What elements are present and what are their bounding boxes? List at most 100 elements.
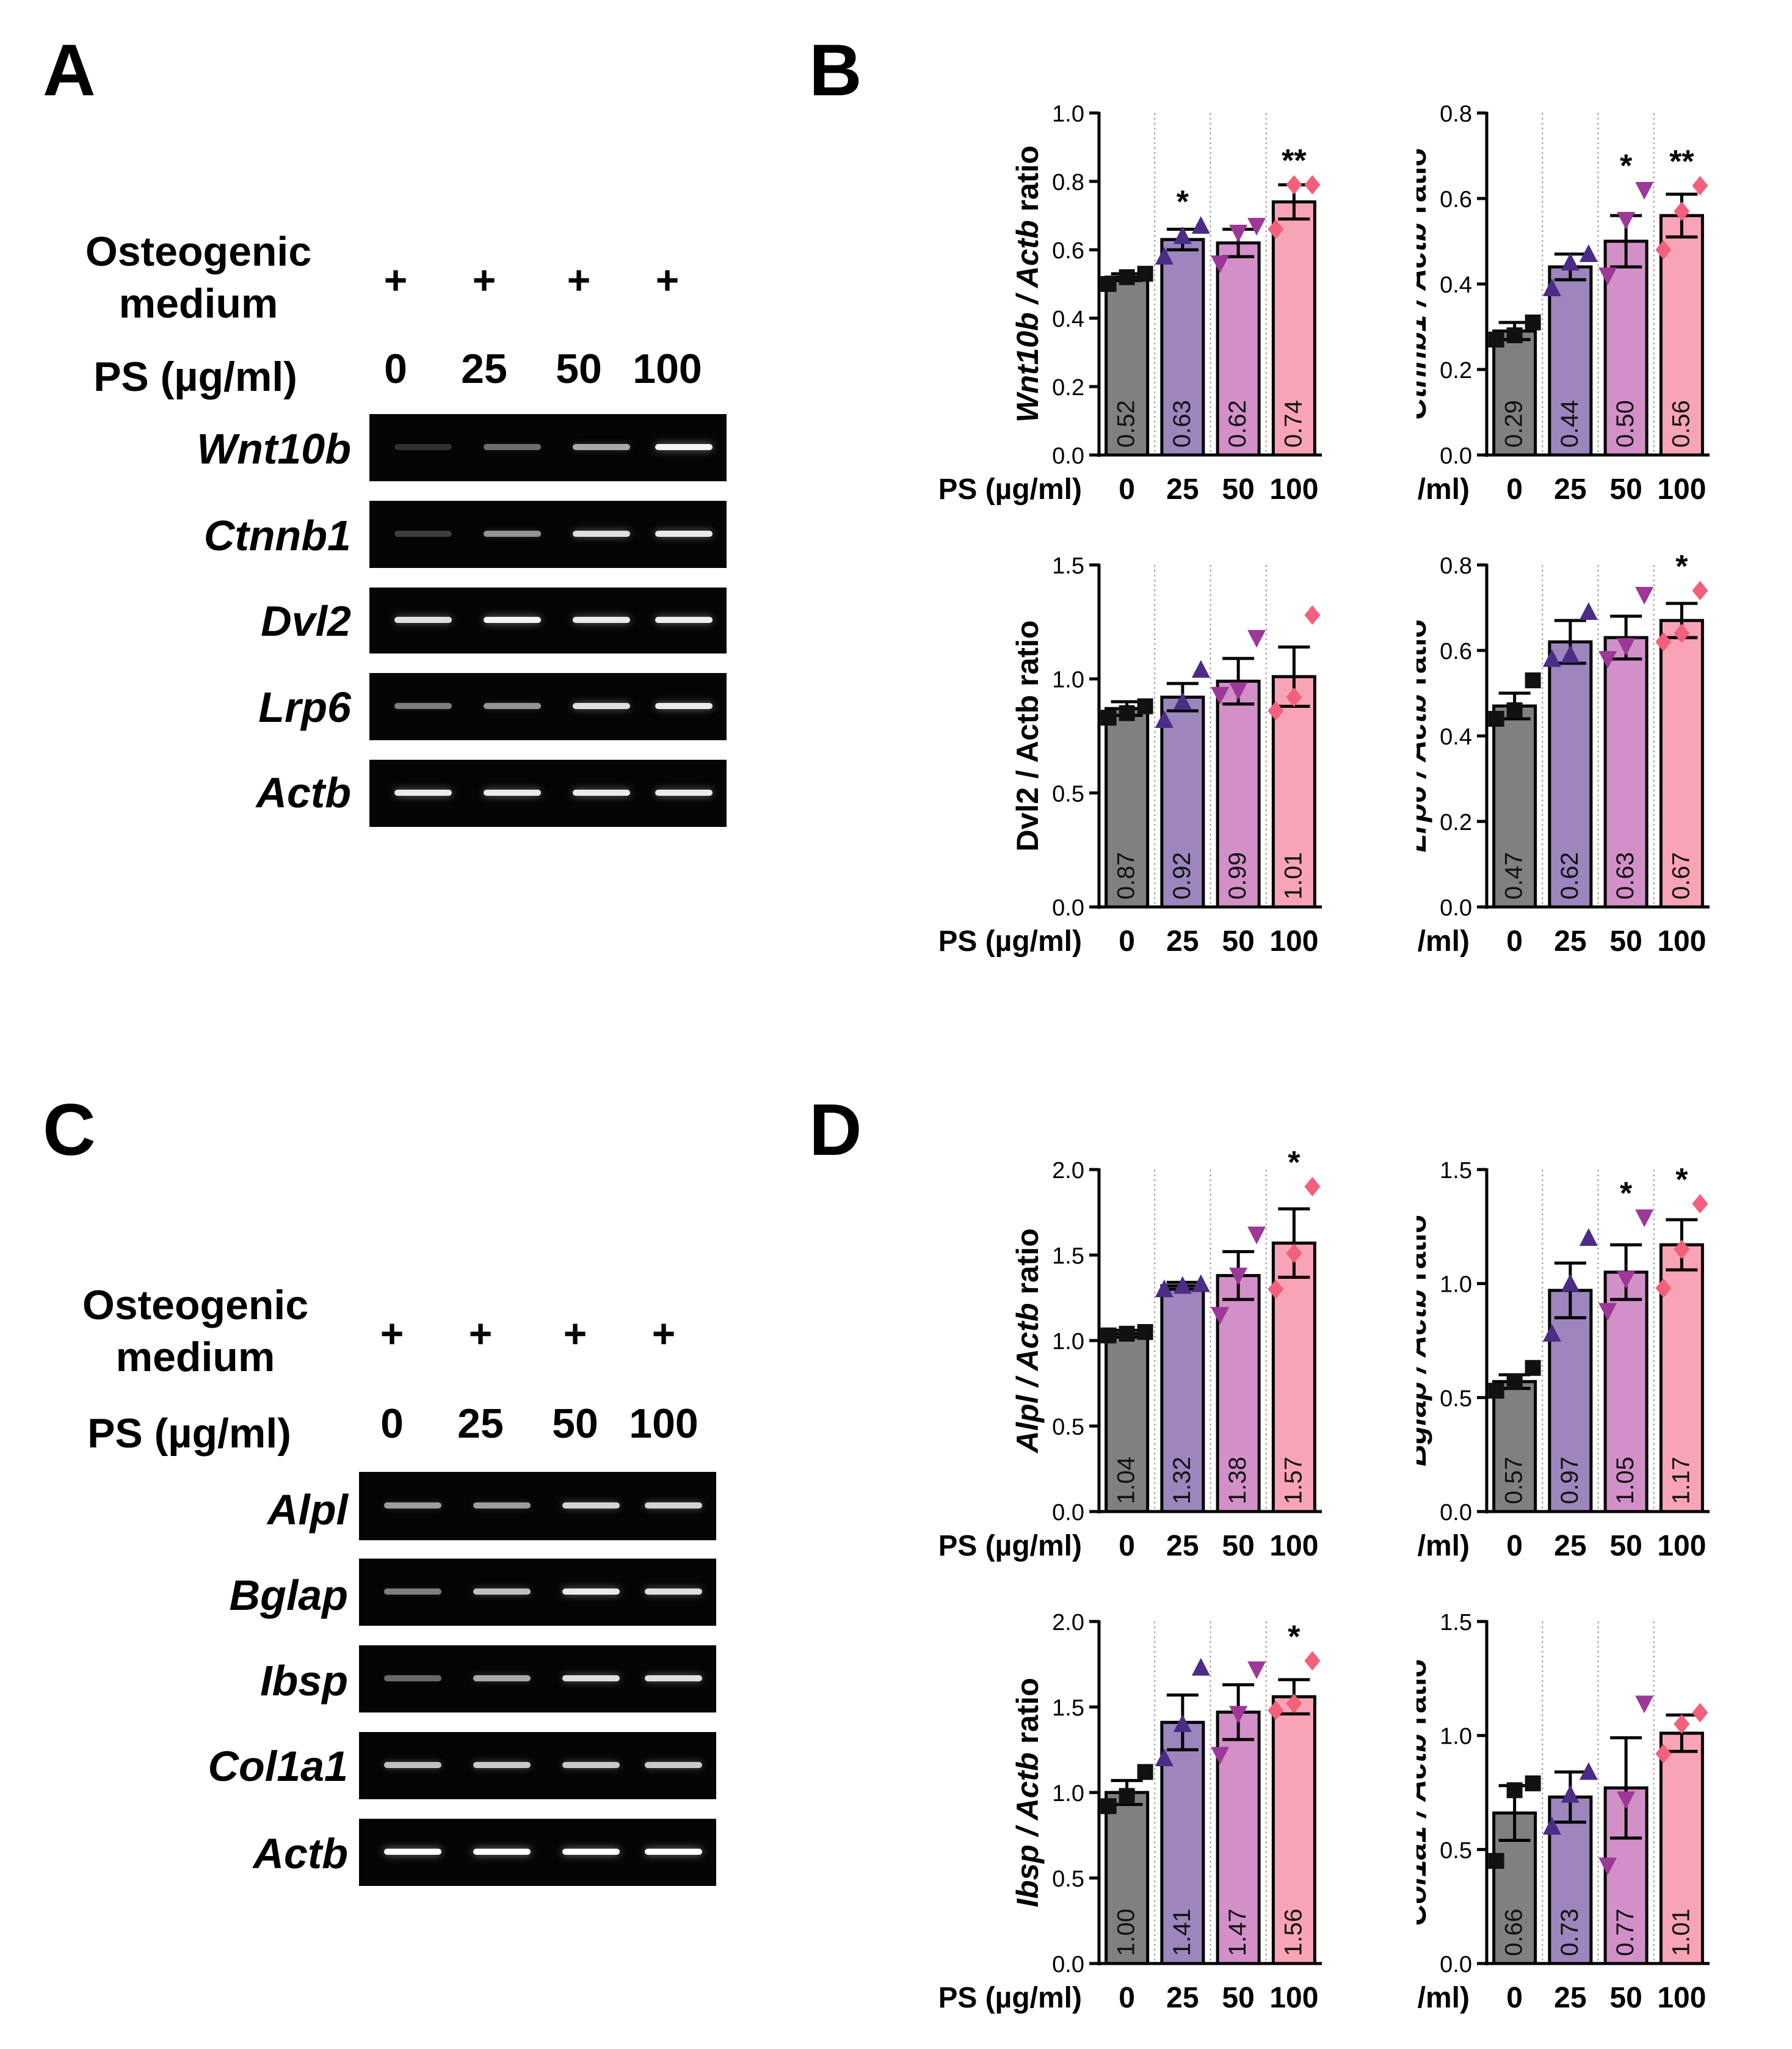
bar-chart-ibsp: 1.00 0 1.41 25 1.47 50 1.56 * 100 0.0 0.5 1.0 1.5 2.0…	[940, 1610, 1322, 2014]
data-point-square	[1506, 327, 1523, 343]
bar-value-label: 0.66	[1501, 1909, 1528, 1956]
gel-strip-actb	[359, 1819, 716, 1886]
data-point-triangle	[1561, 1273, 1580, 1292]
bar-value-label: 0.44	[1556, 400, 1583, 448]
data-point-triangle	[1155, 247, 1174, 265]
x-tick-label: 25	[1166, 473, 1199, 506]
y-tick-label: 1.0	[1440, 1272, 1472, 1298]
gel-band	[394, 790, 452, 796]
gel-band	[645, 1589, 702, 1595]
plus-sign: +	[655, 257, 680, 302]
data-point-diamond	[1692, 176, 1708, 195]
y-tick-label: 0.0	[1440, 443, 1472, 469]
y-axis-title: Ibsp / Actb ratio	[1010, 1678, 1045, 1907]
data-point-diamond	[1268, 219, 1284, 239]
data-point-triangle	[1561, 253, 1580, 271]
gel-band	[484, 617, 541, 623]
data-point-square	[1137, 266, 1153, 282]
bar-value-label: 1.05	[1612, 1457, 1639, 1504]
x-tick-label: 100	[1657, 1982, 1706, 2014]
data-point-triangle	[1561, 645, 1580, 663]
gel-band	[655, 444, 713, 450]
dose-label: 0	[384, 346, 407, 392]
gel-band	[573, 531, 631, 537]
x-tick-label: 25	[1166, 1530, 1199, 1562]
data-point-diamond	[1268, 1700, 1284, 1720]
bar	[1271, 200, 1316, 457]
osteogenic-header-line2: medium	[118, 280, 278, 327]
data-point-triangle-down	[1247, 217, 1266, 236]
y-axis-title-gene: Ctnnb1 / Actb	[1417, 223, 1432, 420]
data-point-diamond	[1674, 1714, 1690, 1734]
gene-label-alpl: Alpl	[267, 1486, 348, 1534]
gene-label-ibsp: Ibsp	[260, 1657, 348, 1705]
data-point-square	[1100, 1327, 1117, 1344]
gel-band	[645, 1675, 702, 1681]
panel-letter-b: B	[809, 29, 862, 111]
ps-dose-header: PS (µg/ml)	[87, 1410, 291, 1457]
gel-band	[394, 444, 452, 450]
data-point-diamond	[1674, 202, 1690, 221]
x-tick-label: 50	[1609, 1530, 1642, 1562]
y-axis-title-suffix: ratio	[1010, 1678, 1045, 1752]
y-axis-title: Col1a1 / Actb ratio	[1417, 1659, 1432, 1926]
gel-strip-ibsp	[359, 1645, 716, 1712]
gel-strip-ctnnb1	[369, 501, 727, 568]
gel-band	[484, 444, 541, 450]
bar-value-label: 0.73	[1556, 1909, 1583, 1956]
data-point-triangle	[1542, 649, 1561, 667]
y-axis-title: Alpl / Actb ratio	[1010, 1228, 1045, 1454]
y-tick-label: 0.0	[1440, 895, 1472, 921]
x-axis-title: PS (µg/ml)	[1417, 925, 1470, 958]
gel-band	[573, 444, 631, 450]
significance-label: *	[1675, 549, 1688, 584]
y-tick-label: 0.5	[1440, 1386, 1472, 1411]
y-axis-title-suffix: ratio	[1010, 145, 1045, 220]
gel-band	[473, 1589, 531, 1595]
x-axis-title: PS (µg/ml)	[940, 925, 1082, 958]
data-point-triangle	[1191, 216, 1210, 234]
x-tick-label: 25	[1554, 925, 1586, 958]
gel-strip-wnt10b	[369, 414, 727, 481]
x-tick-label: 100	[1269, 1530, 1318, 1562]
y-axis-title-suffix: ratio	[1417, 1215, 1432, 1289]
gene-label-actb: Actb	[256, 769, 351, 817]
x-axis-title: PS (µg/ml)	[1417, 473, 1470, 506]
plus-sign: +	[468, 1311, 493, 1356]
data-point-diamond	[1692, 1703, 1708, 1723]
x-tick-label: 50	[1609, 1982, 1642, 2014]
x-tick-label: 0	[1119, 1530, 1135, 1562]
data-point-triangle-down	[1211, 255, 1230, 274]
bar-value-label: 0.77	[1612, 1909, 1639, 1956]
bar-value-label: 1.41	[1169, 1909, 1195, 1956]
x-tick-label: 50	[1609, 925, 1642, 958]
data-point-diamond	[1655, 1278, 1672, 1298]
significance-label: *	[1177, 184, 1189, 220]
data-point-square	[1506, 1782, 1523, 1799]
gel-band	[473, 1675, 531, 1681]
y-axis-title: Wnt10b / Actb ratio	[1010, 145, 1045, 423]
data-point-triangle-down	[1598, 1857, 1617, 1876]
x-axis-title: PS (µg/ml)	[940, 1982, 1082, 2014]
bar	[1105, 707, 1150, 909]
data-point-triangle	[1173, 1714, 1192, 1732]
dose-label: 100	[629, 1400, 698, 1447]
y-tick-label: 0.2	[1052, 375, 1084, 401]
significance-label: *	[1620, 1176, 1633, 1211]
y-tick-label: 0.8	[1052, 170, 1084, 195]
data-point-triangle-down	[1617, 1791, 1636, 1810]
gel-band	[383, 1762, 441, 1768]
bar-chart-lrp6: 0.47 0 0.62 25 0.63 50 0.67 * 100 0.0 0.2 0.4 0.6 0.8…	[1417, 549, 1710, 958]
bar	[1160, 1284, 1205, 1513]
y-axis-title: Lrp6 / Actb ratio	[1417, 619, 1432, 853]
bar-value-label: 0.62	[1224, 400, 1251, 448]
bar	[1603, 239, 1649, 457]
y-tick-label: 0.5	[1052, 1414, 1084, 1440]
bar	[1216, 241, 1261, 457]
data-point-square	[1137, 1764, 1153, 1780]
data-point-triangle	[1579, 602, 1598, 620]
gel-strip-bglap	[359, 1559, 716, 1626]
y-axis-title: Ctnnb1 / Actb ratio	[1417, 148, 1432, 420]
bar-value-label: 1.32	[1169, 1457, 1195, 1504]
gel-band	[383, 1589, 441, 1595]
